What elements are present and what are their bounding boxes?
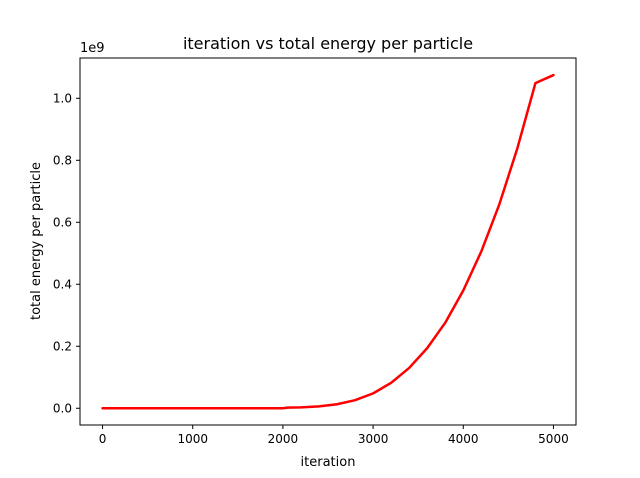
y-tick-label: 0.8 (53, 153, 72, 167)
x-tick-label: 1000 (177, 432, 208, 446)
x-tick-label: 2000 (268, 432, 299, 446)
y-tick-label: 1.0 (53, 91, 72, 105)
axes-frame (79, 57, 577, 426)
x-tick-label: 5000 (538, 432, 569, 446)
chart-title: iteration vs total energy per particle (183, 34, 473, 53)
x-axis-label: iteration (301, 455, 356, 470)
y-axis-label: total energy per particle (29, 162, 44, 320)
x-tick-label: 3000 (358, 432, 389, 446)
x-tick-label: 0 (99, 432, 107, 446)
plot-area: 0 1000 2000 3000 4000 5000 0.0 0.2 0.4 0.6 0.8 1.0 (53, 57, 577, 446)
y-offset-label: 1e9 (80, 41, 105, 56)
y-tick-label: 0.4 (53, 277, 72, 291)
y-tick-label: 0.6 (53, 215, 72, 229)
x-tick-label: 4000 (448, 432, 479, 446)
y-tick-label: 0.2 (53, 339, 72, 353)
series-line-0 (101, 73, 555, 410)
y-tick-label: 0.0 (53, 401, 72, 415)
